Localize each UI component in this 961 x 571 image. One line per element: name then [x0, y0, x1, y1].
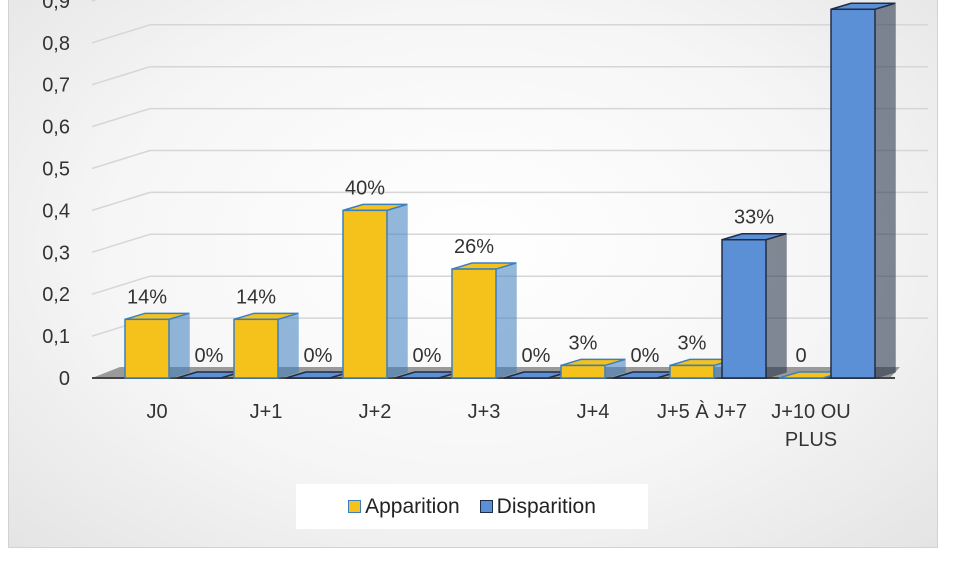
bar-disparition — [721, 232, 787, 380]
data-label-disparition: 33% — [734, 207, 774, 229]
data-label-apparition: 3% — [678, 332, 707, 354]
legend-swatch-disparition — [479, 500, 493, 513]
x-tick-label: J+4 — [577, 401, 610, 423]
y-tick-label: 0,9 — [42, 0, 70, 13]
bar-apparition — [342, 203, 408, 380]
bar-apparition-front — [669, 364, 715, 379]
x-tick-label: J0 — [146, 401, 167, 423]
gridline-depth — [91, 191, 151, 212]
bar-disparition-front — [830, 8, 876, 379]
gridline-depth — [91, 65, 151, 86]
bar-apparition — [451, 262, 517, 380]
gridline-depth — [91, 275, 151, 295]
x-tick-label: J+5 À J+7 — [657, 400, 747, 423]
data-label-disparition: 0% — [413, 345, 442, 367]
data-label-apparition: 26% — [454, 236, 494, 258]
data-label-disparition: 0% — [522, 345, 551, 367]
gridline-depth — [91, 233, 151, 254]
y-tick-label: 0,8 — [42, 33, 70, 55]
bar-apparition-side — [168, 312, 190, 380]
bar-apparition — [124, 312, 190, 380]
y-tick-label: 0,3 — [42, 242, 70, 264]
bar-disparition-side — [874, 2, 896, 380]
x-tick-label: J+2 — [359, 401, 392, 423]
bar-apparition-side — [495, 262, 517, 380]
data-label-apparition: 40% — [345, 177, 385, 199]
data-label-apparition: 14% — [127, 286, 167, 308]
x-tick-label: J+3 — [468, 401, 501, 423]
data-label-apparition: 3% — [569, 332, 598, 354]
gridline-depth — [91, 107, 151, 128]
legend-swatch-apparition — [348, 500, 362, 513]
data-label-disparition: 0% — [195, 345, 224, 367]
y-tick-label: 0,1 — [42, 326, 70, 348]
bar-apparition-front — [342, 209, 388, 379]
y-tick-label: 0,2 — [42, 284, 70, 306]
y-tick-label: 0,4 — [42, 200, 70, 222]
gridline-depth — [91, 24, 151, 44]
bar-disparition-side — [765, 232, 787, 380]
x-tick-label: J+1 — [250, 401, 283, 423]
data-label-apparition: 14% — [236, 286, 276, 308]
bar-apparition — [233, 312, 299, 380]
bar-apparition-front — [124, 318, 170, 379]
y-tick-label: 0 — [59, 368, 70, 390]
data-label-apparition: 0 — [795, 345, 806, 367]
bar-apparition-side — [277, 312, 299, 380]
bar-apparition-front — [451, 268, 497, 379]
data-label-disparition: 0% — [631, 345, 660, 367]
x-tick-label: J+10 OU PLUS — [771, 401, 850, 451]
legend-label-apparition: Apparition — [365, 494, 460, 518]
legend-item-apparition: Apparition — [348, 495, 460, 519]
gridline-depth — [91, 149, 151, 170]
legend: Apparition Disparition — [296, 484, 648, 529]
gridline-depth — [91, 0, 98, 2]
bar-apparition — [560, 358, 626, 380]
y-tick-label: 0,5 — [42, 159, 70, 181]
data-label-disparition: 0% — [304, 345, 333, 367]
bar-apparition-front — [233, 318, 279, 379]
y-tick-label: 0,7 — [42, 75, 70, 97]
bar-disparition — [830, 2, 896, 380]
bar-apparition-side — [386, 203, 408, 380]
y-tick-label: 0,6 — [42, 117, 70, 139]
bar-apparition-front — [560, 364, 606, 379]
bar-disparition-front — [721, 238, 767, 379]
legend-item-disparition: Disparition — [479, 494, 596, 519]
legend-label-disparition: Disparition — [496, 494, 596, 518]
